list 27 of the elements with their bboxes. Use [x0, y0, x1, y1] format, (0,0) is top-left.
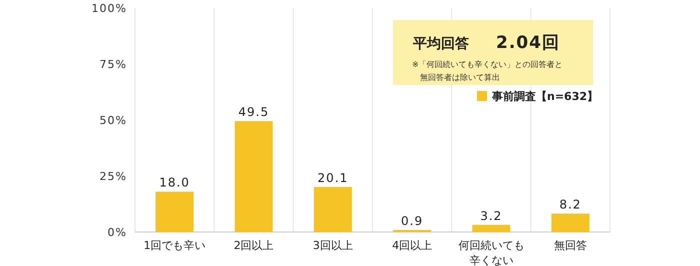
bar: [551, 214, 590, 232]
data-label: 3.2: [480, 208, 502, 223]
x-tick-label: 無回答: [554, 239, 587, 252]
x-tick-label: 何回続いても辛くない: [458, 239, 524, 266]
x-tick-label: 2回以上: [234, 239, 274, 252]
data-label: 49.5: [238, 105, 270, 120]
x-tick-label: 3回以上: [312, 239, 353, 252]
annotation: 2.04回: [496, 33, 560, 53]
annotation: 平均回答: [412, 36, 469, 52]
y-tick-label: 0%: [108, 226, 127, 239]
y-tick-label: 25%: [100, 170, 127, 183]
legend-label: 事前調査【n=632】: [491, 90, 598, 103]
y-tick-label: 50%: [100, 114, 127, 127]
x-tick-label: 4回以上: [392, 239, 432, 252]
data-label: 18.0: [159, 176, 190, 190]
y-tick-label: 75%: [100, 58, 127, 71]
data-label: 20.1: [318, 170, 348, 185]
y-tick-label: 100%: [92, 2, 127, 15]
data-label: 8.2: [559, 198, 582, 212]
annotation: ※「何回続いても辛くない」との回答者と: [412, 60, 563, 69]
bar: [156, 192, 194, 232]
bar: [314, 186, 352, 232]
data-label: 0.9: [401, 214, 424, 228]
bar: [234, 121, 273, 232]
x-tick-label: 1回でも辛い: [144, 239, 206, 252]
bar: [472, 224, 510, 232]
annotation: 無回答者は除いて算出: [420, 73, 500, 82]
